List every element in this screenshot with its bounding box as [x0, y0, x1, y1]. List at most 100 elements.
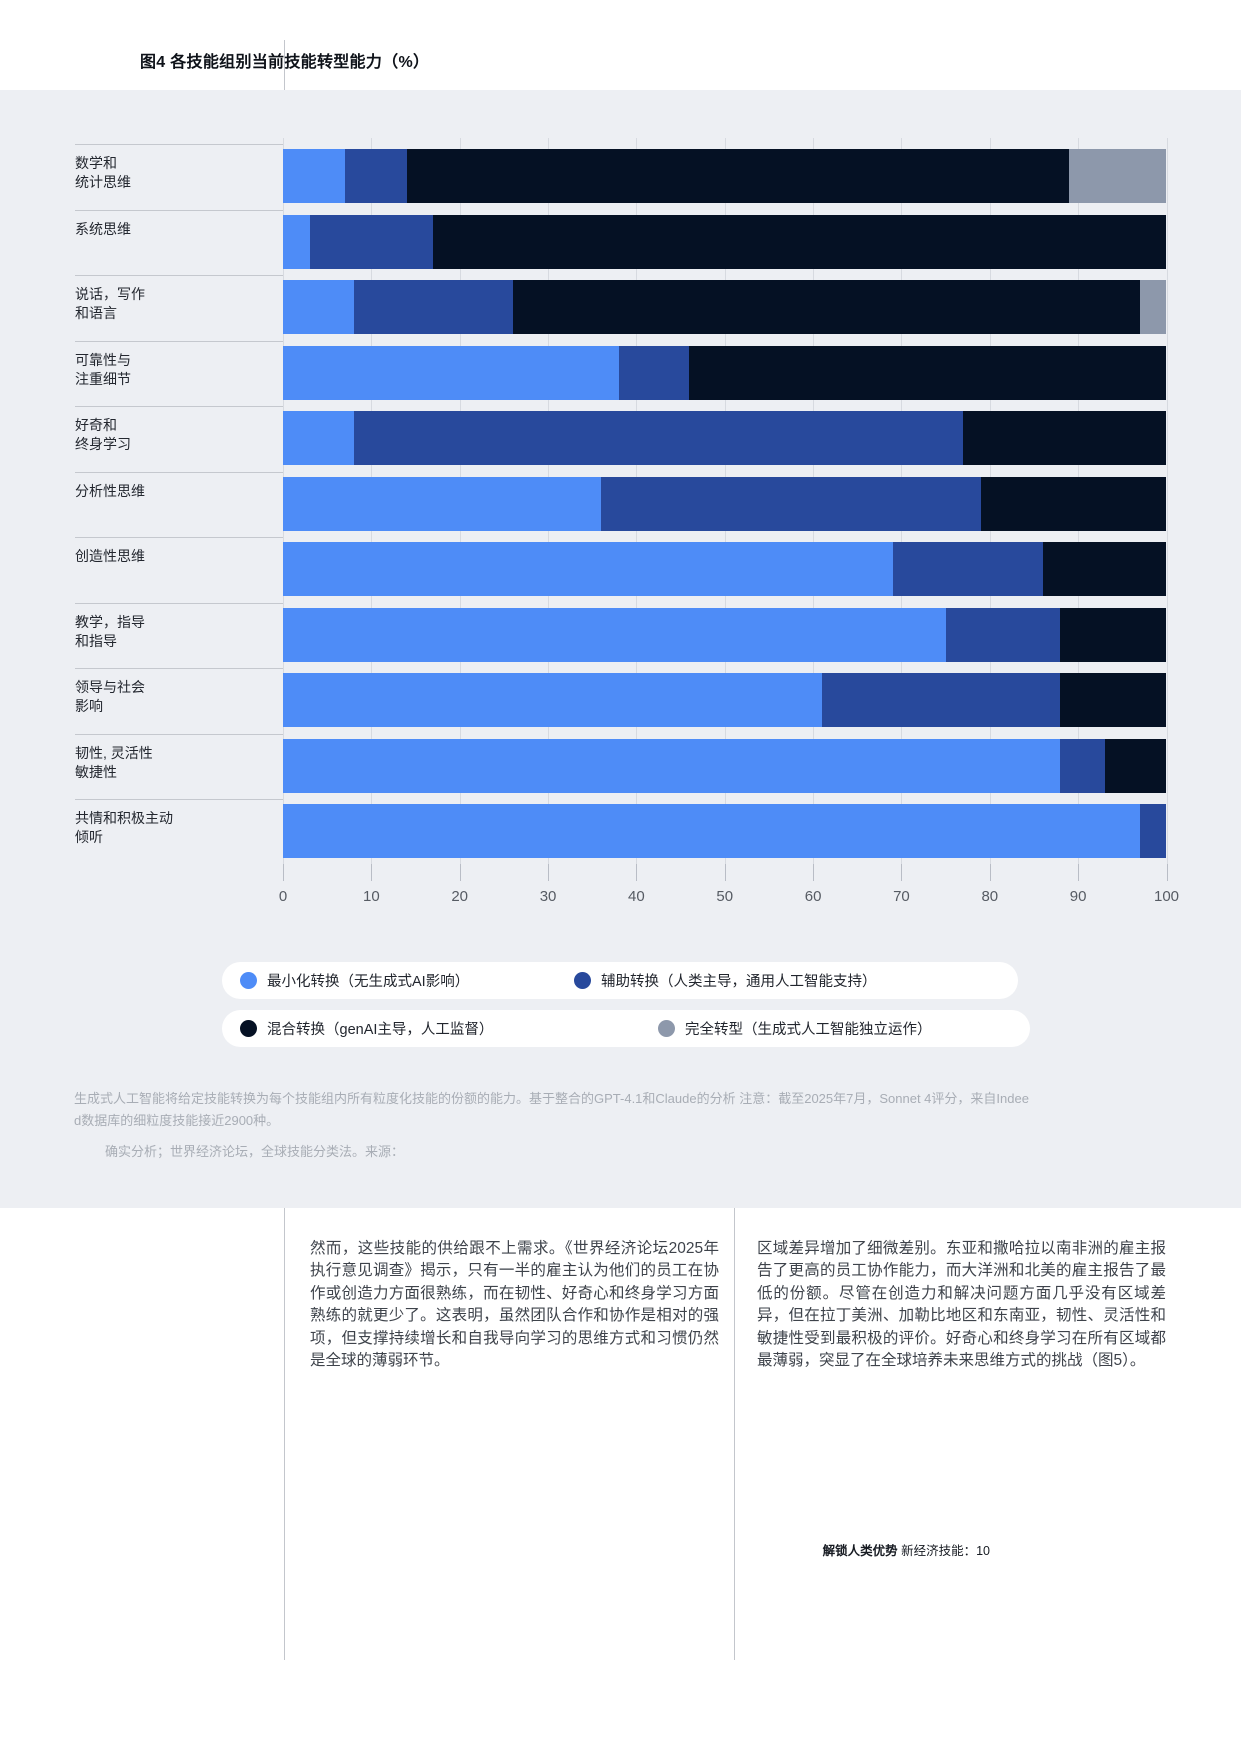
footer-report-title: 解锁人类优势: [822, 1544, 898, 1558]
category-label: 领导与社会 影响: [75, 679, 145, 715]
bar-segment: [821, 673, 1061, 728]
category-label: 分析性思维: [75, 482, 145, 499]
bar-segment: [283, 345, 619, 400]
bar-row: [283, 542, 1167, 597]
axis-tick: [1166, 864, 1168, 881]
legend-pill: 最小化转换（无生成式AI影响） 辅助转换（人类主导，通用人工智能支持）: [222, 962, 1018, 999]
legend-swatch: [240, 972, 257, 989]
axis-tick: [901, 864, 903, 881]
category-label: 可靠性与 注重细节: [75, 351, 131, 387]
axis-tick-label: 60: [804, 888, 822, 905]
axis-tick-label: 0: [278, 888, 288, 905]
figure-note: 生成式人工智能将给定技能转换为每个技能组内所有粒度化技能的份额的能力。基于整合的…: [74, 1088, 1170, 1163]
bar-segment: [309, 214, 434, 269]
bar-row: [283, 214, 1167, 269]
row-separator: [75, 209, 283, 211]
bar-segment: [283, 476, 602, 531]
bar-row: [283, 345, 1167, 400]
axis-tick-label: 20: [451, 888, 469, 905]
row-separator: [75, 144, 283, 145]
axis-tick: [989, 864, 991, 881]
category-label: 韧性, 灵活性 敏捷性: [75, 744, 153, 780]
bar-segment: [283, 673, 822, 728]
bar-row: [283, 607, 1167, 662]
bar-segment: [283, 280, 354, 335]
bar-row: [283, 280, 1167, 335]
legend-item: 混合转换（genAI主导，人工监督）: [240, 1010, 493, 1047]
bar-segment: [344, 149, 407, 203]
bar-segment: [1104, 738, 1167, 793]
title-column-rule: [284, 40, 285, 90]
legend-label: 辅助转换（人类主导，通用人工智能支持）: [601, 974, 877, 990]
axis-tick: [813, 864, 815, 881]
bar-row: [283, 411, 1167, 466]
axis-tick-label: 70: [893, 888, 910, 905]
bar-segment: [1060, 607, 1167, 662]
bar-segment: [353, 411, 964, 466]
figure-title: 图4 各技能组别当前技能转型能力（%）: [140, 54, 430, 71]
axis-tick: [548, 864, 550, 881]
bar-row: [283, 476, 1167, 531]
row-separator: [75, 275, 283, 277]
bar-row: [283, 673, 1167, 728]
note-line-2: d数据库的细粒度技能接近2900种。: [74, 1113, 280, 1128]
column-divider-rule: [734, 1208, 735, 1660]
legend-item: 完全转型（生成式人工智能独立运作）: [658, 1010, 932, 1047]
bar-segment: [945, 607, 1061, 662]
legend-swatch: [658, 1020, 675, 1037]
page-footer: 解锁人类优势 新经济技能：10: [740, 1540, 990, 1559]
legend-swatch: [574, 972, 591, 989]
note-line-1: 生成式人工智能将给定技能转换为每个技能组内所有粒度化技能的份额的能力。基于整合的…: [74, 1091, 1029, 1106]
bar-segment: [433, 214, 1167, 269]
category-label: 创造性思维: [75, 548, 145, 565]
bar-segment: [1060, 738, 1105, 793]
bar-row: [283, 738, 1167, 793]
bar-segment: [283, 542, 893, 597]
axis-tick: [283, 864, 284, 881]
bar-segment: [1069, 149, 1167, 203]
bar-segment: [1042, 542, 1167, 597]
bar-segment: [283, 149, 345, 203]
legend-label: 最小化转换（无生成式AI影响）: [267, 974, 470, 990]
bar-segment: [283, 214, 310, 269]
axis-tick-label: 100: [1153, 888, 1180, 905]
bar-segment: [283, 804, 1140, 859]
row-separator: [75, 733, 283, 735]
bar-segment: [892, 542, 1043, 597]
category-label: 共情和积极主动 倾听: [75, 810, 173, 846]
bar-segment: [618, 345, 690, 400]
legend-item: 最小化转换（无生成式AI影响）: [240, 962, 469, 999]
category-label: 好奇和 终身学习: [75, 417, 131, 453]
bar-segment: [406, 149, 1070, 203]
category-label: 数学和 统计思维: [75, 155, 131, 190]
body-paragraph-1: 然而，这些技能的供给跟不上需求。《世界经济论坛2025年执行意见调查》揭示，只有…: [310, 1240, 719, 1370]
axis-tick-label: 40: [628, 888, 645, 905]
bar-segment: [512, 280, 1140, 335]
row-separator: [75, 799, 283, 801]
axis-tick: [636, 864, 638, 881]
bar-segment: [353, 280, 513, 335]
figure-panel: 数学和 统计思维系统思维说话，写作 和语言 可靠性与 注重细节 好奇和 终身学习分析…: [0, 90, 1241, 1208]
bar-segment: [283, 738, 1061, 793]
axis-tick-label: 90: [1069, 888, 1087, 905]
row-separator: [75, 668, 283, 670]
legend-label: 完全转型（生成式人工智能独立运作）: [685, 1022, 932, 1038]
axis-tick-label: 50: [716, 888, 734, 905]
bar-segment: [980, 476, 1167, 531]
bar-segment: [601, 476, 981, 531]
category-label: 说话，写作 和语言: [75, 286, 145, 322]
axis-tick: [371, 864, 373, 881]
axis-tick-label: 10: [363, 888, 380, 905]
row-separator: [75, 602, 283, 604]
bar-segment: [1139, 804, 1167, 859]
axis-tick-label: 80: [981, 888, 999, 905]
category-label: 系统思维: [75, 220, 131, 237]
gridline: [1166, 138, 1168, 864]
body-paragraph-2: 区域差异增加了细微差别。东亚和撒哈拉以南非洲的雇主报告了更高的员工协作能力，而大…: [757, 1240, 1166, 1370]
bar-segment: [283, 411, 354, 466]
bar-row: [283, 804, 1167, 859]
bar-segment: [963, 411, 1167, 466]
bar-row: [283, 149, 1167, 203]
row-separator: [75, 537, 283, 539]
